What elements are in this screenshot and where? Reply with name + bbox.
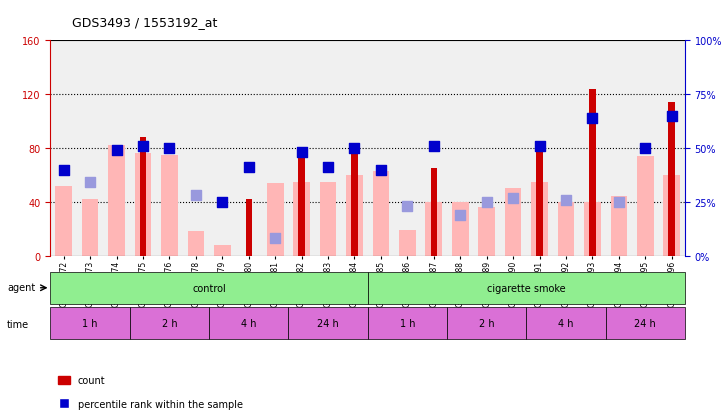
Bar <box>531 182 548 256</box>
Point <box>58 167 69 173</box>
Text: GDS3493 / 1553192_at: GDS3493 / 1553192_at <box>72 16 218 29</box>
Bar <box>246 199 252 256</box>
Point <box>454 212 466 218</box>
Text: 1 h: 1 h <box>399 318 415 328</box>
Point <box>296 150 307 156</box>
Point <box>640 145 651 152</box>
Bar <box>611 197 627 256</box>
Bar <box>346 176 363 256</box>
Bar <box>298 154 305 256</box>
Text: time: time <box>7 319 30 329</box>
Point <box>137 143 149 150</box>
Point <box>402 203 413 210</box>
Bar <box>267 183 283 256</box>
FancyBboxPatch shape <box>526 307 606 339</box>
Text: 24 h: 24 h <box>317 318 339 328</box>
Text: 2 h: 2 h <box>162 318 177 328</box>
Bar <box>478 208 495 256</box>
Bar <box>56 186 72 256</box>
FancyBboxPatch shape <box>50 272 368 304</box>
Bar <box>589 90 596 256</box>
Bar <box>161 155 178 256</box>
Text: 1 h: 1 h <box>82 318 98 328</box>
Point <box>349 145 360 152</box>
Bar <box>135 154 151 256</box>
Bar <box>293 182 310 256</box>
Bar <box>452 202 469 256</box>
Point <box>322 165 334 171</box>
Text: agent: agent <box>7 282 35 292</box>
Text: cigarette smoke: cigarette smoke <box>487 283 566 293</box>
Bar <box>536 146 543 256</box>
FancyBboxPatch shape <box>130 307 209 339</box>
Point <box>613 199 624 206</box>
Point <box>560 197 572 204</box>
Point <box>111 147 123 154</box>
Text: 4 h: 4 h <box>241 318 257 328</box>
Bar <box>425 202 442 256</box>
Bar <box>663 176 680 256</box>
Point <box>508 195 519 202</box>
Point <box>216 199 228 206</box>
Bar <box>584 202 601 256</box>
FancyBboxPatch shape <box>447 307 526 339</box>
Point <box>428 143 440 150</box>
FancyBboxPatch shape <box>209 307 288 339</box>
FancyBboxPatch shape <box>368 272 685 304</box>
Point <box>666 113 678 120</box>
Point <box>587 115 598 122</box>
Bar <box>637 157 654 256</box>
Text: 24 h: 24 h <box>634 318 656 328</box>
FancyBboxPatch shape <box>606 307 685 339</box>
Point <box>84 180 96 186</box>
Text: 4 h: 4 h <box>558 318 574 328</box>
Bar <box>373 171 389 256</box>
Point <box>534 143 545 150</box>
Bar <box>319 182 337 256</box>
Point <box>190 192 202 199</box>
Point <box>375 167 386 173</box>
FancyBboxPatch shape <box>50 307 130 339</box>
Bar <box>81 199 99 256</box>
Bar <box>108 146 125 256</box>
FancyBboxPatch shape <box>368 307 447 339</box>
Bar <box>668 103 675 256</box>
Point <box>481 199 492 206</box>
Bar <box>140 138 146 256</box>
Bar <box>187 232 204 256</box>
Text: control: control <box>193 283 226 293</box>
Point <box>243 165 255 171</box>
Bar <box>351 149 358 256</box>
Point <box>164 145 175 152</box>
Bar <box>430 169 437 256</box>
Point <box>270 235 281 242</box>
Bar <box>505 189 521 256</box>
FancyBboxPatch shape <box>288 307 368 339</box>
Bar <box>214 245 231 256</box>
Bar <box>399 230 416 256</box>
Text: 2 h: 2 h <box>479 318 495 328</box>
Bar <box>557 202 575 256</box>
